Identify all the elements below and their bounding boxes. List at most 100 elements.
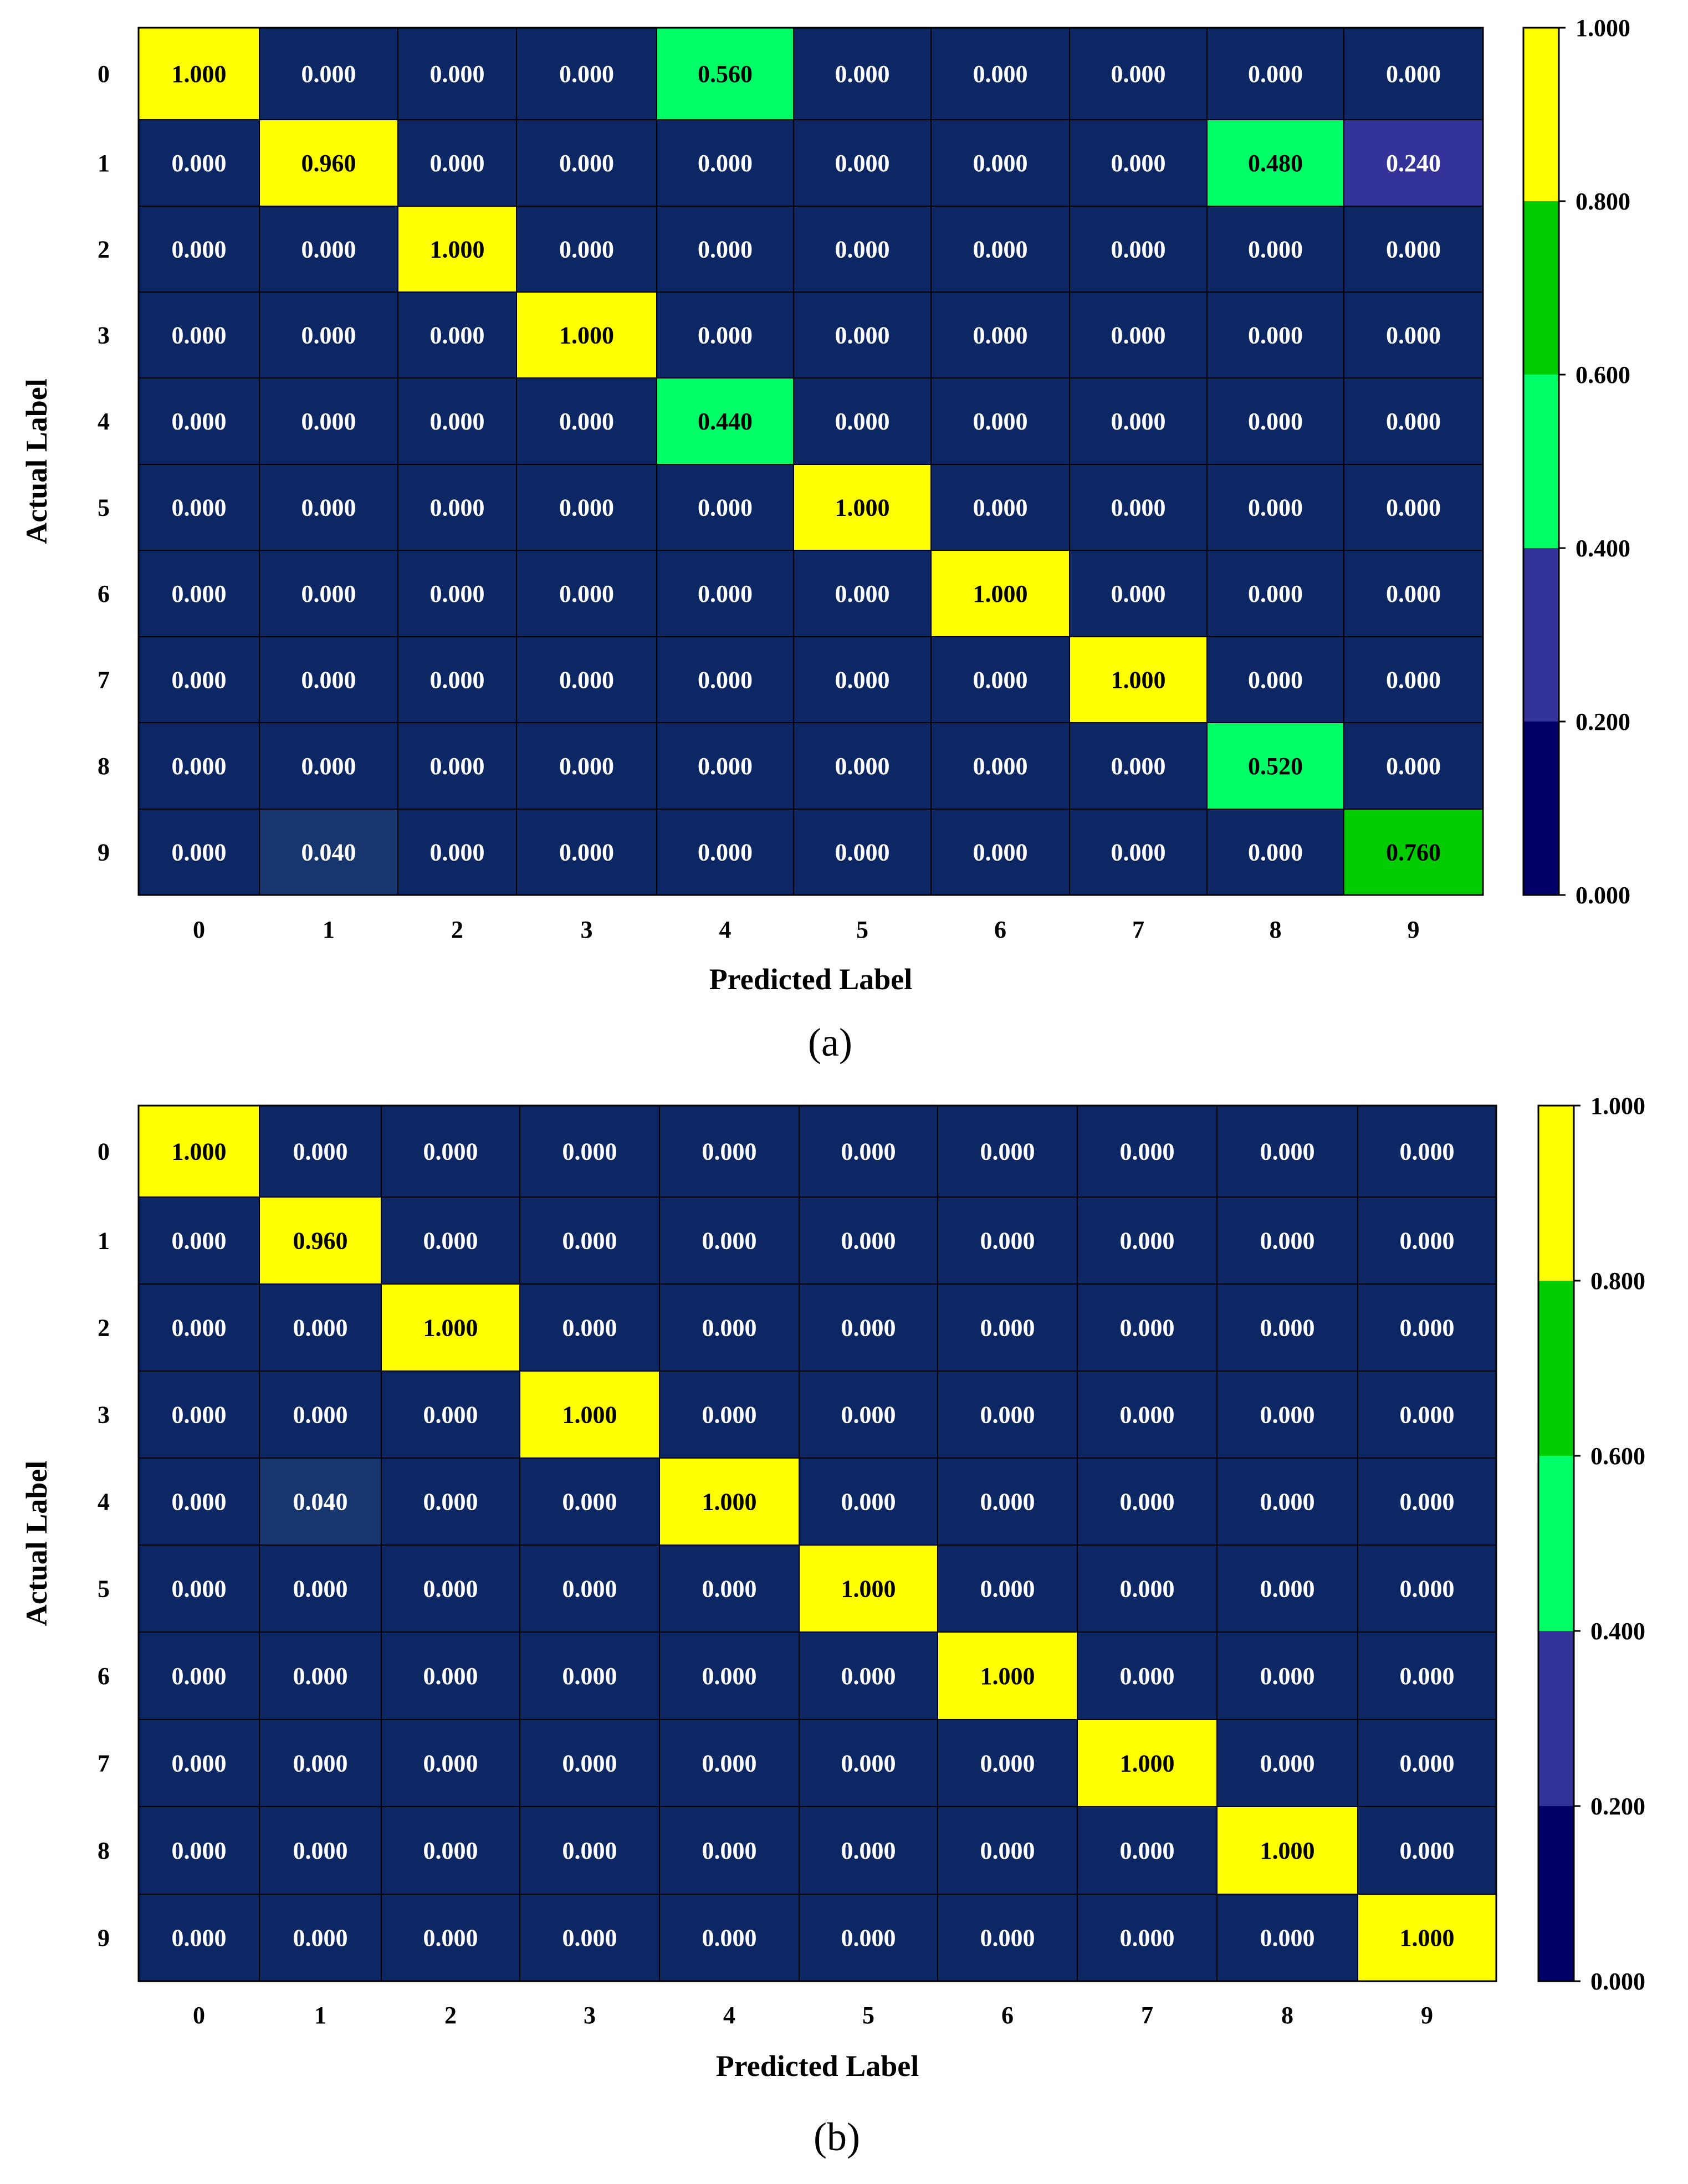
y-tick-label: 8 xyxy=(98,753,110,780)
x-tick-label: 4 xyxy=(723,2002,735,2029)
cell-value-label: 0.000 xyxy=(973,322,1028,349)
heatmap-cell xyxy=(659,1283,800,1372)
heatmap-cell xyxy=(259,1370,382,1459)
heatmap-cell xyxy=(1357,1719,1497,1807)
cell-value-label: 0.000 xyxy=(172,236,227,263)
cell-value-label: 0.000 xyxy=(293,1576,348,1603)
cell-value-label: 1.000 xyxy=(430,236,485,263)
x-tick-label: 7 xyxy=(1141,2002,1153,2029)
colorbar-tick-label: 0.800 xyxy=(1590,1267,1645,1295)
heatmap-cell xyxy=(659,1544,800,1633)
heatmap-cell xyxy=(138,27,260,120)
heatmap-cell xyxy=(1069,27,1208,120)
cell-value-label: 0.000 xyxy=(1260,1576,1315,1603)
cell-value-label: 0.000 xyxy=(172,322,227,349)
heatmap-cell xyxy=(519,1105,660,1198)
colorbar-band xyxy=(1538,1281,1574,1456)
cell-value-label: 0.000 xyxy=(172,494,227,521)
y-tick-label: 1 xyxy=(98,150,110,177)
cell-value-label: 0.000 xyxy=(702,1576,757,1603)
cell-value-label: 0.000 xyxy=(1248,494,1303,521)
cell-value-label: 0.000 xyxy=(1111,408,1166,435)
cell-value-label: 0.000 xyxy=(293,1750,348,1777)
cell-value-label: 0.000 xyxy=(293,1138,348,1165)
heatmap-cell xyxy=(930,722,1070,810)
cell-value-label: 0.560 xyxy=(698,60,753,88)
cell-value-label: 0.000 xyxy=(973,236,1028,263)
cell-value-label: 0.000 xyxy=(423,1138,478,1165)
heatmap-cell xyxy=(1216,1719,1358,1807)
heatmap-cell xyxy=(519,1544,660,1633)
cell-value-label: 0.000 xyxy=(172,1227,227,1255)
heatmap-cell xyxy=(1357,1283,1497,1372)
cell-value-label: 0.000 xyxy=(1260,1402,1315,1429)
heatmap-cell xyxy=(259,119,398,207)
heatmap-cell xyxy=(138,1894,260,1982)
cell-value-label: 0.000 xyxy=(172,1925,227,1952)
heatmap-cell xyxy=(397,464,517,551)
cell-value-label: 0.000 xyxy=(1386,60,1441,88)
heatmap-cell xyxy=(1206,206,1344,293)
x-tick-label: 8 xyxy=(1281,2002,1293,2029)
cell-value-label: 0.000 xyxy=(1386,494,1441,521)
heatmap-cell xyxy=(397,636,517,723)
cell-value-label: 0.000 xyxy=(172,1837,227,1864)
cell-value-label: 0.000 xyxy=(562,1138,617,1165)
y-tick-label: 5 xyxy=(98,1576,110,1603)
cell-value-label: 0.760 xyxy=(1386,839,1441,866)
heatmap-cell xyxy=(259,722,398,810)
heatmap-cell xyxy=(259,377,398,465)
cell-value-label: 0.000 xyxy=(562,1315,617,1342)
cell-value-label: 0.000 xyxy=(172,1663,227,1690)
cell-value-label: 0.000 xyxy=(1386,667,1441,694)
cell-value-label: 0.000 xyxy=(1260,1138,1315,1165)
heatmap-cell xyxy=(138,1457,260,1546)
colorbar-band xyxy=(1523,548,1559,722)
heatmap-cell xyxy=(656,119,794,207)
cell-value-label: 1.000 xyxy=(1260,1837,1315,1864)
heatmap-cell xyxy=(799,1105,938,1198)
cell-value-label: 0.000 xyxy=(980,1489,1035,1516)
y-tick-label: 9 xyxy=(98,839,110,866)
heatmap-cell xyxy=(259,1105,382,1198)
cell-value-label: 0.000 xyxy=(562,1837,617,1864)
cell-value-label: 0.000 xyxy=(301,236,356,263)
cell-value-label: 0.000 xyxy=(841,1925,896,1952)
cell-value-label: 0.000 xyxy=(1248,667,1303,694)
colorbar-tick-label: 0.600 xyxy=(1590,1443,1645,1470)
colorbar-band xyxy=(1538,1631,1574,1806)
cell-value-label: 0.000 xyxy=(841,1750,896,1777)
heatmap-cell xyxy=(1077,1283,1218,1372)
cell-value-label: 0.000 xyxy=(698,494,753,521)
heatmap-cell xyxy=(1343,27,1484,120)
cell-value-label: 0.000 xyxy=(423,1663,478,1690)
heatmap-cell xyxy=(519,1283,660,1372)
heatmap-cell xyxy=(1069,636,1208,723)
cell-value-label: 0.000 xyxy=(1260,1489,1315,1516)
heatmap-cell xyxy=(381,1370,520,1459)
heatmap-cell xyxy=(930,636,1070,723)
heatmap-cell xyxy=(519,1196,660,1285)
heatmap-cell xyxy=(656,206,794,293)
heatmap-cell xyxy=(793,377,932,465)
cell-value-label: 0.000 xyxy=(1400,1489,1455,1516)
cell-value-label: 1.000 xyxy=(1400,1925,1455,1952)
heatmap-cell xyxy=(656,809,794,896)
cell-value-label: 0.000 xyxy=(1400,1837,1455,1864)
heatmap-cell xyxy=(1216,1806,1358,1895)
cell-value-label: 0.000 xyxy=(1260,1750,1315,1777)
cell-value-label: 0.000 xyxy=(841,1837,896,1864)
cell-value-label: 0.000 xyxy=(559,494,614,521)
heatmap-cell xyxy=(1206,636,1344,723)
cell-value-label: 0.000 xyxy=(559,408,614,435)
cell-value-label: 0.000 xyxy=(559,150,614,177)
heatmap-cell xyxy=(793,636,932,723)
heatmap-cell xyxy=(659,1631,800,1720)
cell-value-label: 0.000 xyxy=(841,1227,896,1255)
cell-value-label: 0.000 xyxy=(973,150,1028,177)
cell-value-label: 0.480 xyxy=(1248,150,1303,177)
heatmap-cell xyxy=(138,1105,260,1198)
cell-value-label: 0.000 xyxy=(702,1227,757,1255)
heatmap-cell xyxy=(1343,291,1484,379)
cell-value-label: 0.000 xyxy=(430,667,485,694)
